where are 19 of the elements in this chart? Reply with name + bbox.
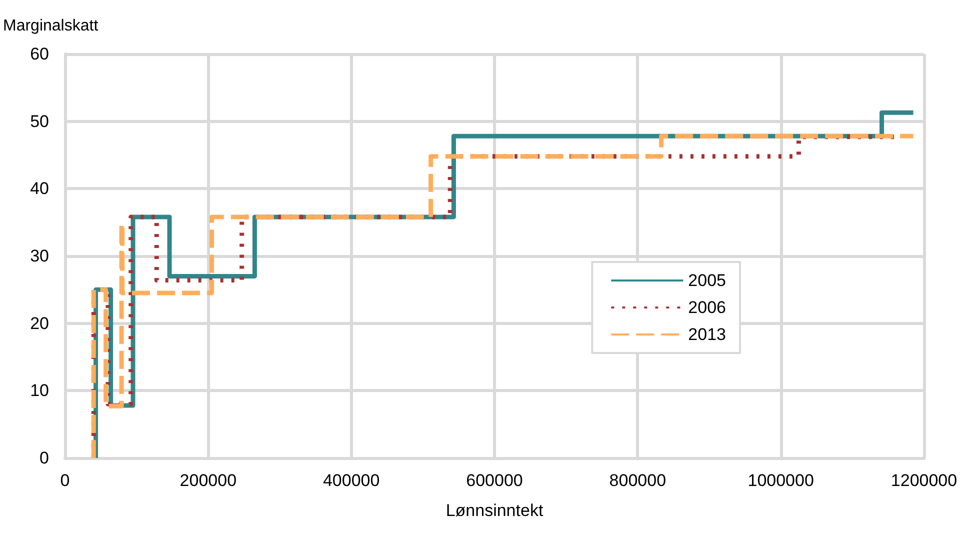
x-tick-label: 0	[60, 471, 70, 490]
legend-label: 2013	[688, 325, 726, 344]
y-tick-label: 50	[30, 112, 49, 131]
y-tick-label: 0	[40, 448, 49, 468]
y-axis-title: Marginalskatt	[3, 18, 99, 34]
x-tick-label: 400000	[322, 471, 380, 490]
y-tick-label: 10	[30, 381, 49, 400]
y-tick-label: 60	[30, 44, 49, 64]
x-tick-label: 1200000	[890, 471, 958, 490]
y-tick-label: 30	[30, 246, 49, 266]
legend-label: 2005	[688, 271, 726, 290]
x-tick-label: 600000	[466, 471, 523, 490]
legend-label: 2006	[688, 298, 726, 317]
x-tick-label: 200000	[180, 471, 237, 490]
y-tick-label: 40	[30, 179, 49, 198]
x-tick-label: 800000	[609, 471, 666, 490]
y-tick-label: 20	[30, 314, 49, 333]
x-axis-title: Lønnsinntekt	[446, 501, 544, 520]
x-tick-label: 1000000	[748, 471, 814, 490]
